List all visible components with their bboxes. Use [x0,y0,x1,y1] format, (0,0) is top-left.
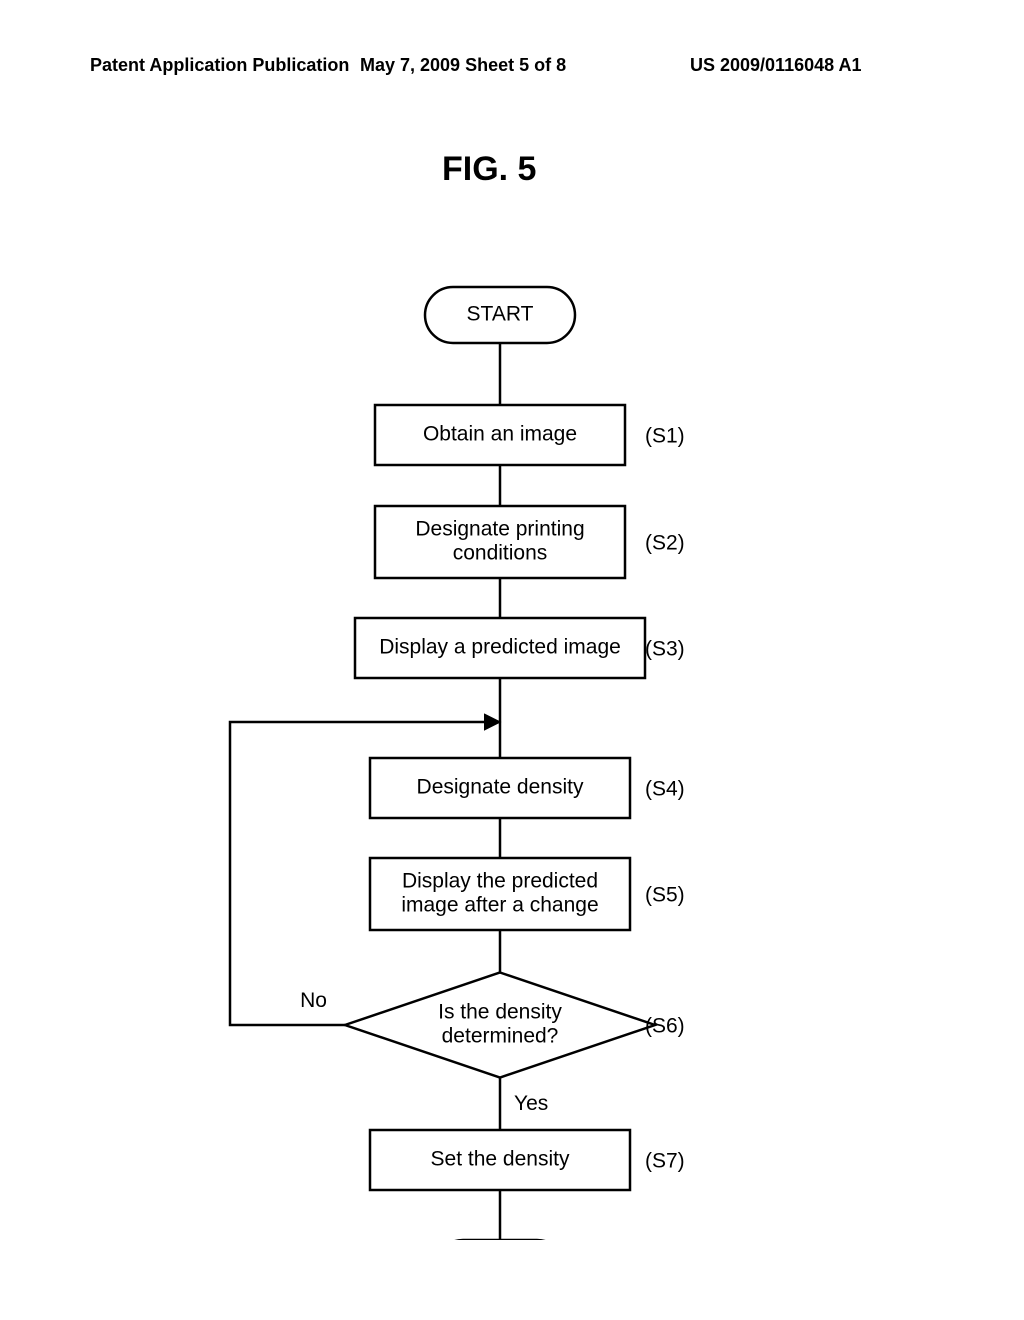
node-s1: Obtain an image [375,405,625,465]
node-text: Designate density [417,776,584,799]
node-text: conditions [453,542,548,565]
step-label: (S5) [645,884,685,907]
header-left: Patent Application Publication [90,55,349,76]
node-text: Is the density [438,1000,562,1023]
node-text: Designate printing [415,517,584,540]
step-label: (S3) [645,638,685,661]
node-text: determined? [442,1025,559,1048]
node-s2: Designate printingconditions [375,506,625,578]
node-text: Display the predicted [402,869,598,892]
node-s3: Display a predicted image [355,618,645,678]
step-label: (S4) [645,778,685,801]
step-label: (S1) [645,425,685,448]
step-label: (S6) [645,1015,685,1038]
node-start: START [425,287,575,343]
node-text: image after a change [401,894,598,917]
node-text: START [467,303,534,326]
node-s7: Set the density [370,1130,630,1190]
edge-label-no: No [300,989,327,1012]
node-s6: Is the densitydetermined? [345,973,655,1078]
node-s5: Display the predictedimage after a chang… [370,858,630,930]
header-center: May 7, 2009 Sheet 5 of 8 [360,55,566,76]
figure-title: FIG. 5 [442,150,536,189]
node-text: Obtain an image [423,423,577,446]
node-text: Set the density [431,1148,570,1171]
step-label: (S7) [645,1150,685,1173]
step-label: (S2) [645,532,685,555]
edge-label: Yes [514,1092,548,1115]
header-right: US 2009/0116048 A1 [690,55,861,76]
node-text: Display a predicted image [379,636,621,659]
page: Patent Application Publication May 7, 20… [0,0,1024,1320]
node-s4: Designate density [370,758,630,818]
flowchart: Yes No START Obtain an image (S1) Designate p… [195,280,915,1240]
